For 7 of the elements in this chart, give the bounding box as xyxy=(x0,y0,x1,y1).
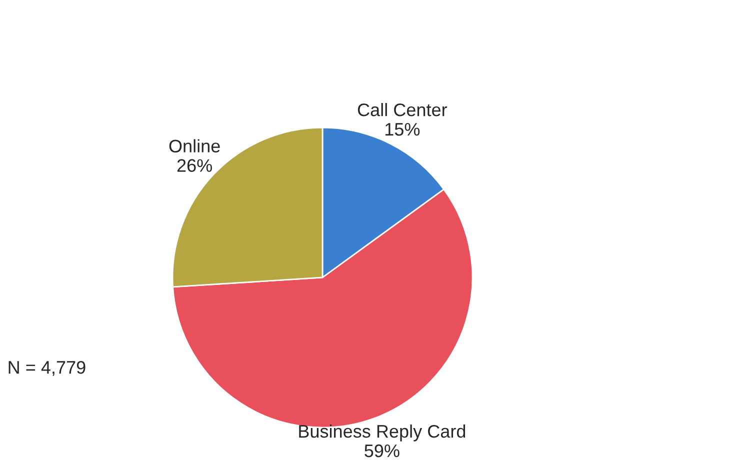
slice-label: Business Reply Card xyxy=(299,424,466,442)
data-label: 26% xyxy=(177,159,212,172)
data-label: 15% xyxy=(385,122,420,136)
data-label: 59% xyxy=(364,444,400,458)
slice-label: Call Center xyxy=(358,102,448,116)
text: N = 4,779 xyxy=(8,361,86,376)
slice-label: Online xyxy=(169,139,220,152)
